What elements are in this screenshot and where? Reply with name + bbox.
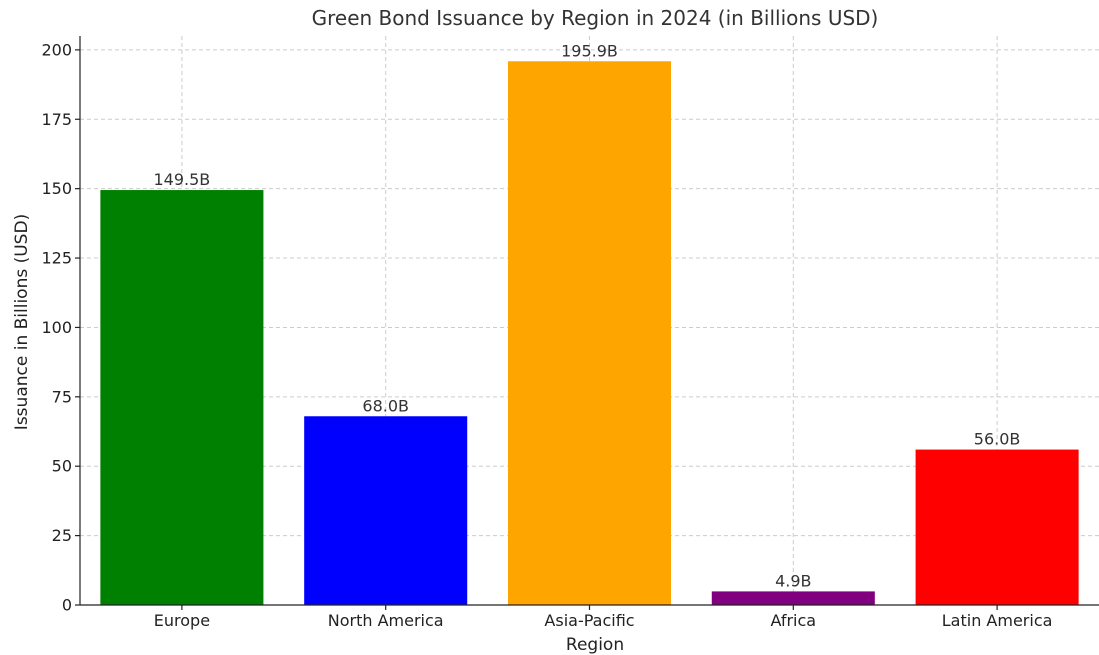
data-label: 149.5B — [154, 170, 211, 189]
data-label: 68.0B — [362, 396, 409, 415]
data-label: 56.0B — [974, 430, 1021, 449]
y-tick-label: 125 — [41, 249, 72, 268]
data-label: 195.9B — [561, 41, 618, 60]
y-tick-label: 50 — [52, 457, 72, 476]
chart-title: Green Bond Issuance by Region in 2024 (i… — [312, 6, 879, 30]
bar-europe — [100, 190, 264, 606]
plot-area: 0 25 50 75 100 125 150 175 200 Europe North Americ… — [41, 36, 1099, 630]
y-tick-label: 150 — [41, 179, 72, 198]
y-tick-label: 25 — [52, 526, 72, 545]
x-tick-label: Asia-Pacific — [544, 611, 634, 630]
axes: 0 25 50 75 100 125 150 175 200 Europe North Americ… — [41, 36, 1099, 630]
y-tick-label: 100 — [41, 318, 72, 337]
bar-latin-america — [915, 449, 1079, 605]
bar-north-america — [304, 416, 468, 605]
x-tick-label: North America — [328, 611, 444, 630]
x-tick-label: Latin America — [942, 611, 1053, 630]
bars — [100, 61, 1079, 606]
y-axis-label: Issuance in Billions (USD) — [12, 214, 32, 430]
y-tick-label: 175 — [41, 110, 72, 129]
x-tick-label: Europe — [154, 611, 210, 630]
y-tick-label: 0 — [62, 596, 72, 615]
x-axis-label: Region — [566, 635, 624, 655]
x-tick-label: Africa — [770, 611, 816, 630]
bar-asia-pacific — [507, 61, 672, 605]
value-labels: 149.5B 68.0B 195.9B 4.9B 56.0B — [154, 41, 1021, 590]
y-tick-label: 200 — [41, 40, 72, 59]
data-label: 4.9B — [775, 571, 811, 590]
bar-africa — [711, 591, 875, 605]
y-tick-label: 75 — [52, 387, 72, 406]
